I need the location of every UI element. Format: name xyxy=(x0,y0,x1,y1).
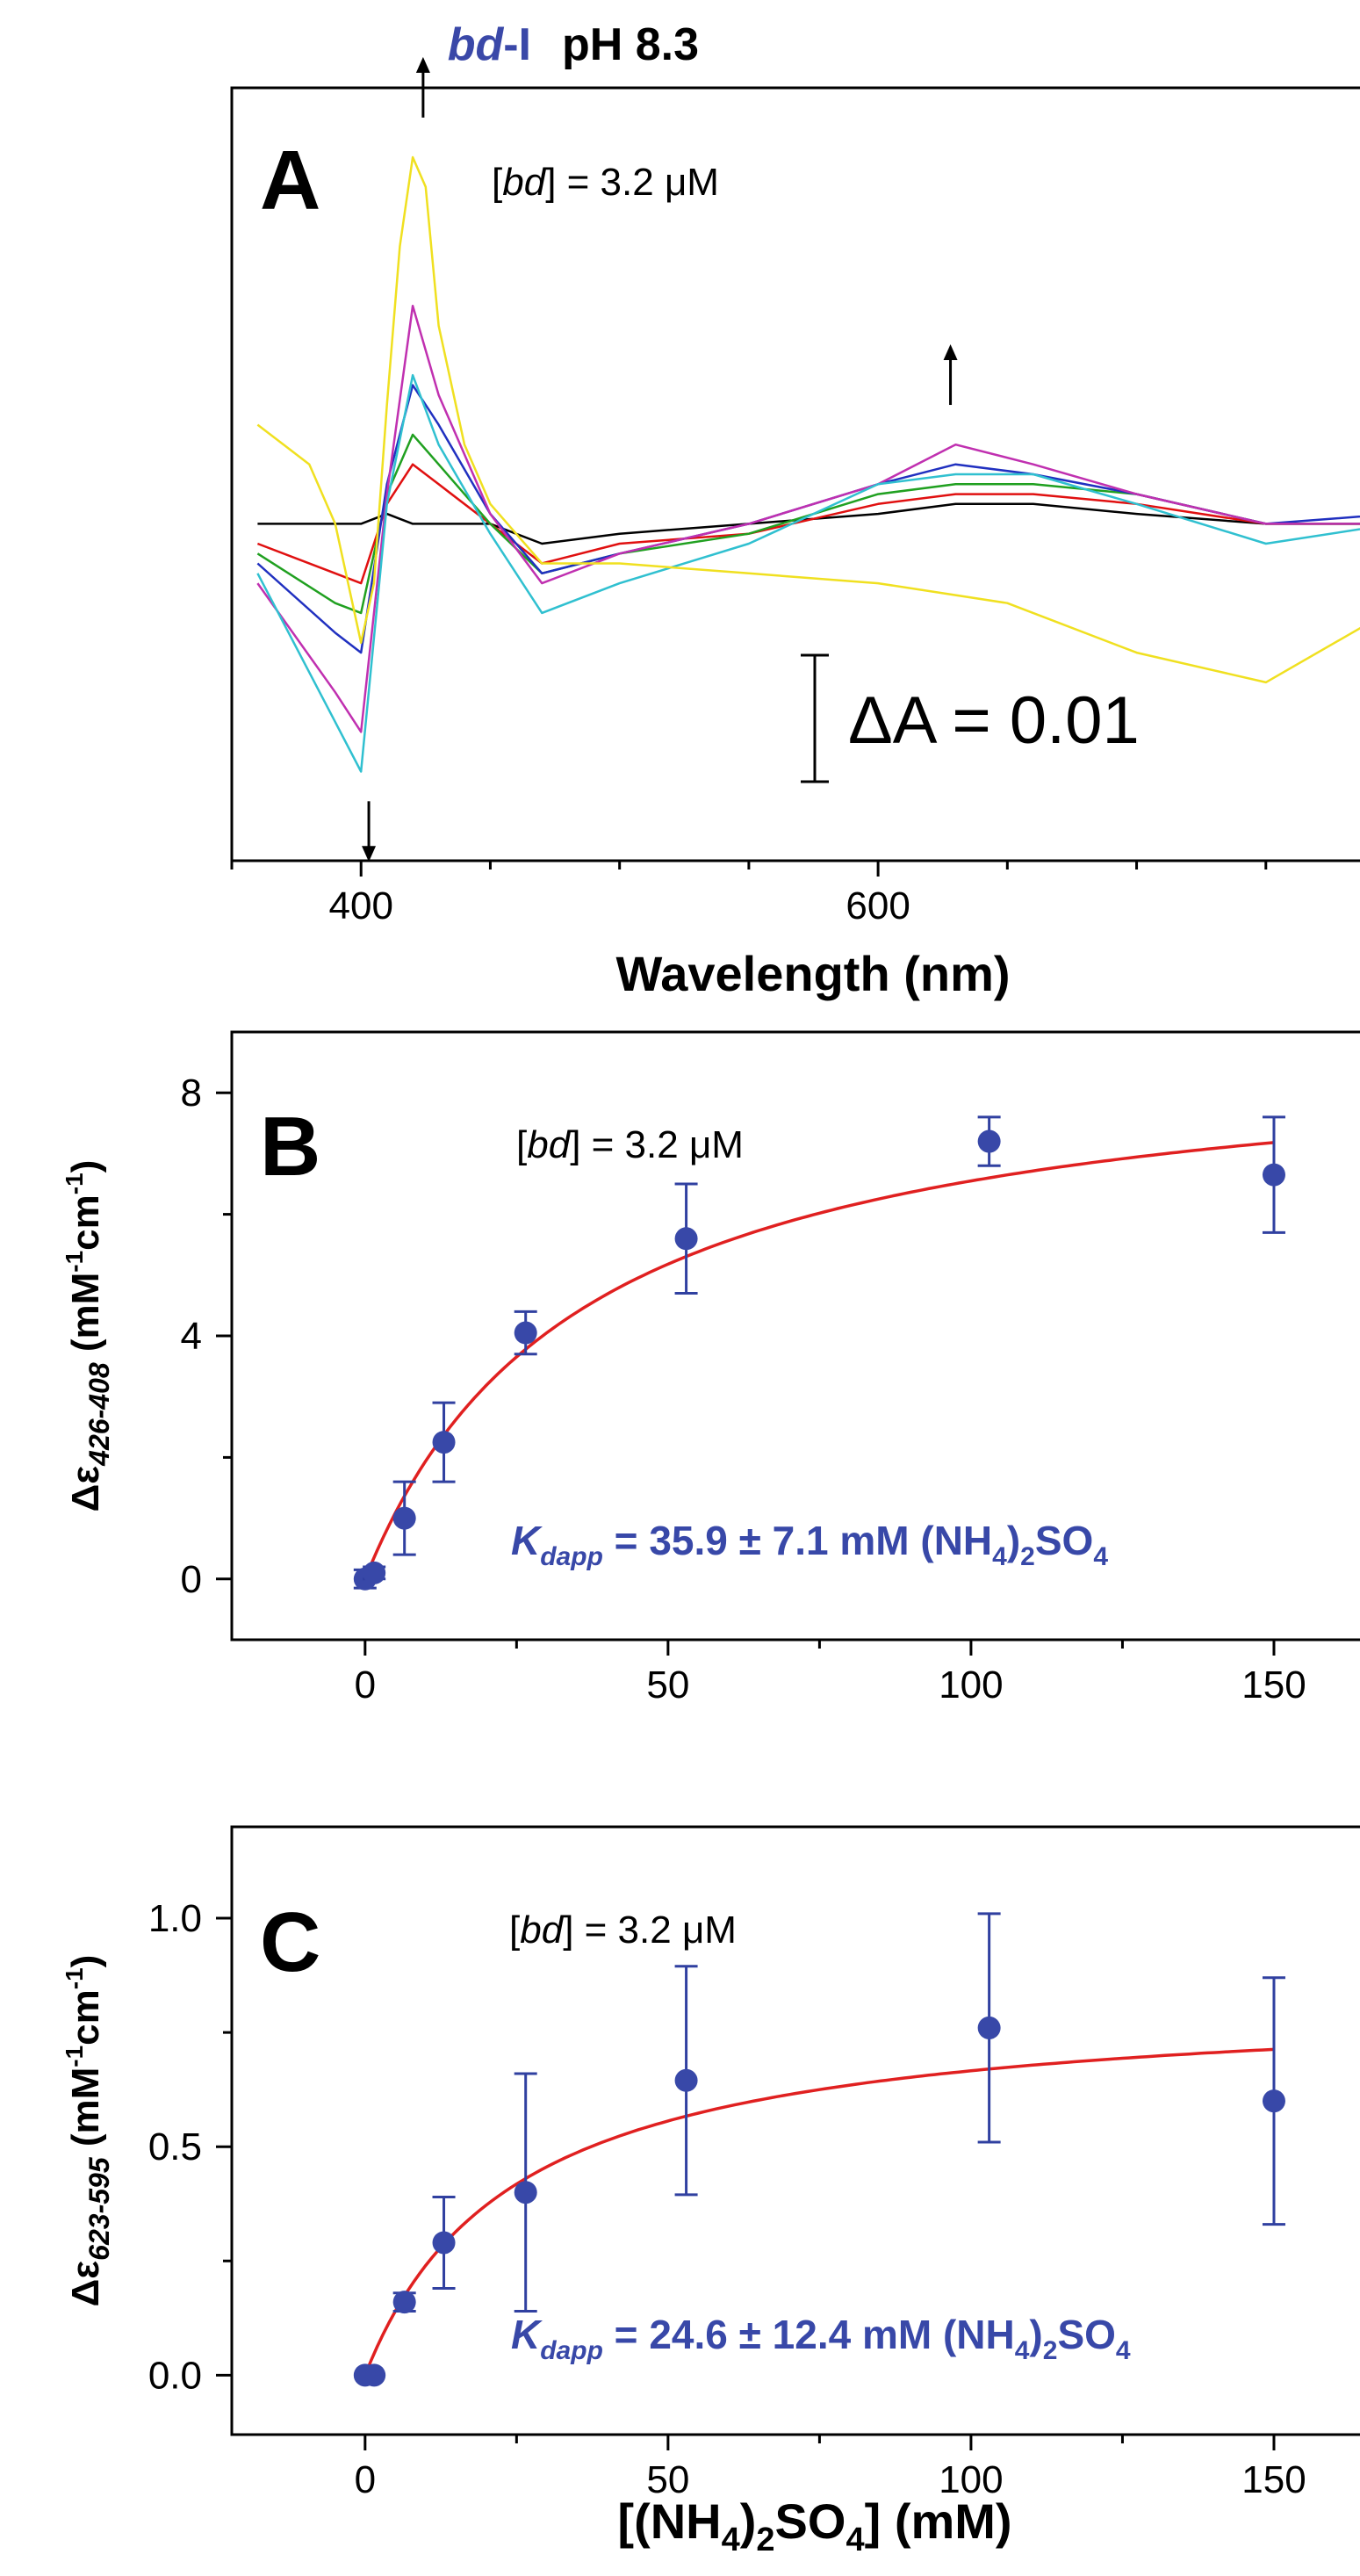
panel-c-data-points xyxy=(353,1912,1285,2387)
point-marker xyxy=(1262,2089,1285,2113)
panel-c-frame xyxy=(230,1825,1360,2436)
panel-b-data-points xyxy=(353,1115,1285,1591)
data-point xyxy=(514,1310,537,1356)
panel-c-kd-annotation: Kdapp = 24.6 ± 12.4 mM (NH4)2SO4 xyxy=(511,2312,1131,2365)
point-marker xyxy=(674,2068,698,2092)
data-point xyxy=(977,1115,1001,1167)
data-point xyxy=(363,2363,386,2387)
panel-c-ticks: 0 50 100 150 0.0 0.5 1.0 xyxy=(148,1897,1306,2501)
x-tick-label: 0 xyxy=(355,2458,376,2501)
spectrum-trace-2 xyxy=(256,463,1360,585)
point-marker xyxy=(432,2231,456,2255)
data-point xyxy=(1262,1115,1285,1234)
point-marker xyxy=(514,1321,537,1345)
panel-c: 0 50 100 150 0.0 0.5 1.0 C [bd] = 3.2 μM Kdapp… xyxy=(61,1825,1360,2558)
arrow-head xyxy=(943,344,958,361)
data-point xyxy=(674,1965,698,2197)
spectrum-trace-5 xyxy=(256,304,1360,733)
x-tick-label: 600 xyxy=(846,884,910,927)
scalebar-label: ΔA = 0.01 xyxy=(848,683,1140,758)
data-point xyxy=(1262,1976,1285,2226)
panel-c-fit-curve xyxy=(363,2047,1275,2377)
x-tick-label: 400 xyxy=(329,884,393,927)
panel-c-y-axis-label: Δε623-595 (mM-1cm-1) xyxy=(61,1955,115,2307)
x-tick-label: 150 xyxy=(1241,1663,1306,1707)
panel-b-fit-curve xyxy=(363,1141,1275,1580)
y-tick-label: 1.0 xyxy=(148,1897,202,1940)
x-tick-label: 0 xyxy=(355,1663,376,1707)
y-tick-label: 0.5 xyxy=(148,2125,202,2168)
x-tick-label: 100 xyxy=(939,2458,1003,2501)
x-tick-label: 50 xyxy=(646,2458,689,2501)
x-tick-label: 50 xyxy=(646,1663,689,1707)
point-marker xyxy=(392,2291,416,2314)
y-tick-label: 8 xyxy=(181,1072,202,1115)
data-point xyxy=(977,1912,1001,2144)
y-tick-label: 0 xyxy=(181,1558,202,1601)
data-point xyxy=(432,2195,456,2291)
point-marker xyxy=(363,2363,386,2387)
spectrum-trace-7 xyxy=(256,155,1360,684)
data-point xyxy=(392,1480,416,1556)
panel-a-scalebar: ΔA = 0.01 xyxy=(801,653,1140,783)
x-tick-label: 150 xyxy=(1241,2458,1306,2501)
point-marker xyxy=(363,1561,386,1584)
point-marker xyxy=(977,1129,1001,1153)
data-point xyxy=(392,2291,416,2314)
panel-a-label: A xyxy=(260,133,320,227)
data-point xyxy=(514,2072,537,2313)
panel-a-arrows xyxy=(362,56,958,862)
strain-label: bd-I xyxy=(448,19,531,70)
point-marker xyxy=(977,2016,1001,2039)
point-marker xyxy=(1262,1163,1285,1187)
data-point xyxy=(363,1561,386,1584)
panel-b-kd-annotation: Kdapp = 35.9 ± 7.1 mM (NH4)2SO4 xyxy=(511,1518,1108,1571)
point-marker xyxy=(514,2181,537,2204)
panel-a-x-ticks: 400600800 xyxy=(230,861,1268,927)
figure-header: bd-I pH 8.3 xyxy=(448,19,699,70)
point-marker xyxy=(392,1506,416,1530)
panel-c-x-axis-label: [(NH4)2SO4] (mM) xyxy=(617,2493,1011,2558)
panel-b-ticks: 0 50 100 150 0 4 8 xyxy=(181,1072,1306,1707)
panel-b-y-axis-label: Δε426-408 (mM-1cm-1) xyxy=(61,1160,115,1512)
panel-a: 400600800 A [bd] = 3.2 μM ΔA = 0.01 Wave… xyxy=(230,56,1360,1001)
spectrum-trace-6 xyxy=(256,373,1360,773)
arrow-head xyxy=(362,846,377,862)
condition-label: pH 8.3 xyxy=(562,19,699,70)
panel-a-frame xyxy=(230,86,1360,862)
arrow-head xyxy=(415,56,430,73)
x-tick-label: 100 xyxy=(939,1663,1003,1707)
panel-a-x-axis-label: Wavelength (nm) xyxy=(615,946,1010,1001)
panel-a-concentration: [bd] = 3.2 μM xyxy=(492,161,719,204)
y-tick-label: 4 xyxy=(181,1315,202,1358)
panel-c-concentration: [bd] = 3.2 μM xyxy=(509,1909,737,1952)
point-marker xyxy=(674,1227,698,1251)
point-marker xyxy=(432,1431,456,1454)
data-point xyxy=(674,1182,698,1295)
panel-c-label: C xyxy=(260,1895,320,1989)
spectrum-trace-1 xyxy=(257,502,1360,545)
y-tick-label: 0.0 xyxy=(148,2354,202,2397)
panel-b-concentration: [bd] = 3.2 μM xyxy=(516,1123,744,1166)
panel-b-label: B xyxy=(260,1100,320,1194)
panel-a-traces xyxy=(256,155,1360,773)
data-point xyxy=(432,1401,456,1483)
panel-b: 0 50 100 150 0 4 8 B [bd] = 3.2 μM Kdapp = 35.… xyxy=(61,1030,1360,1707)
